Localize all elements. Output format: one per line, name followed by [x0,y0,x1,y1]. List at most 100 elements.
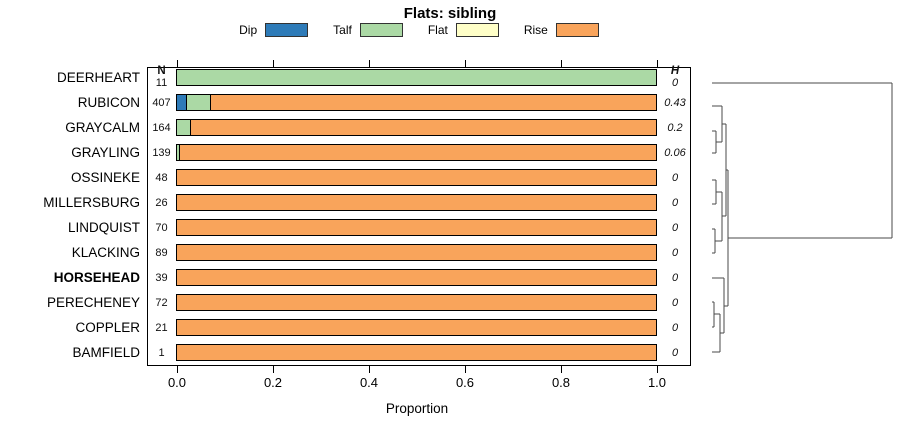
stacked-bar [176,344,657,361]
bar-segment-rise [177,220,656,235]
h-value: 0.06 [664,146,686,159]
h-value: 0.2 [667,121,683,134]
h-column-header: H [670,64,680,77]
bar-segment-rise [177,170,656,185]
bar-segment-talf [177,70,656,85]
legend-label: Flat [427,23,448,37]
h-value-text: 0 [671,76,679,89]
legend-item-dip: Dip [239,23,309,37]
stacked-bar [176,319,657,336]
h-value: 0 [671,196,679,209]
plot-panel-border [147,67,691,366]
row-label: GRAYCALM [65,119,140,135]
stacked-bar [176,194,657,211]
legend-item-rise: Rise [524,23,599,37]
row-label: LINDQUIST [67,219,140,235]
bar-segment-rise [177,295,656,310]
h-value: 0 [671,171,679,184]
n-value: 21 [155,321,168,334]
bar-segment-talf [177,145,181,160]
axis-tick-bottom [561,366,562,373]
legend-swatch [359,23,403,37]
n-value: 139 [152,146,171,159]
row-label: COPPLER [75,319,140,335]
stacked-bar [176,144,657,161]
n-value: 48 [155,171,168,184]
h-value: 0 [671,296,679,309]
bar-segment-rise [210,95,656,110]
stacked-bar [176,219,657,236]
n-value: 407 [152,96,171,109]
n-value: N 11 [147,65,176,89]
row-label: GRAYLING [71,144,140,160]
x-axis-title: Proportion [385,401,449,416]
bar-segment-rise [177,245,656,260]
legend-label: Dip [239,23,258,37]
axis-tick-bottom [465,366,466,373]
axis-tick-bottom [369,366,370,373]
bar-segment-rise [177,270,656,285]
bar-segment-rise [177,195,656,210]
axis-tick-label: 0.6 [455,375,475,390]
n-value: 89 [155,246,168,259]
n-value: 70 [155,221,168,234]
axis-tick-bottom [273,366,274,373]
chart-legend: Dip Talf Flat Rise [147,23,691,37]
row-label: RUBICON [77,94,140,110]
legend-item-talf: Talf [333,23,403,37]
axis-tick-label: 1.0 [647,375,667,390]
n-column-header: N [157,64,166,77]
h-value: 0 [671,346,679,359]
dendrogram [712,82,893,353]
legend-swatch [555,23,599,37]
axis-tick-top [657,60,658,67]
stacked-bar [176,244,657,261]
h-value: 0.43 [664,96,686,109]
bar-segment-rise [191,120,656,135]
chart-title: Flats: sibling [403,5,497,22]
stacked-bar [176,269,657,286]
bar-segment-talf [177,120,192,135]
axis-tick-top [177,60,178,67]
n-value: 26 [155,196,168,209]
row-label: DEERHEART [56,69,140,85]
bar-segment-rise [177,320,656,335]
h-value: 0 [671,271,679,284]
axis-tick-top [369,60,370,67]
axis-tick-top [561,60,562,67]
bar-segment-talf [186,95,211,110]
h-value: 0 [671,321,679,334]
stacked-bar [176,169,657,186]
row-label: PERECHENEY [46,294,140,310]
axis-tick-label: 0.4 [359,375,379,390]
axis-tick-label: 0.8 [551,375,571,390]
axis-tick-top [465,60,466,67]
axis-tick-bottom [657,366,658,373]
bar-segment-rise [180,145,656,160]
legend-swatch [265,23,309,37]
n-value-text: 11 [155,76,168,89]
row-label: HORSEHEAD [53,269,140,285]
bar-segment-dip [177,95,187,110]
n-value: 1 [158,346,165,359]
stacked-bar [176,69,657,86]
row-label: OSSINEKE [70,169,140,185]
axis-tick-label: 0.0 [167,375,187,390]
axis-tick-label: 0.2 [263,375,283,390]
axis-tick-top [273,60,274,67]
legend-swatch [455,23,499,37]
row-label: KLACKING [71,244,140,260]
axis-tick-bottom [177,366,178,373]
stacked-bar [176,294,657,311]
stacked-bar [176,94,657,111]
legend-item-flat: Flat [428,23,499,37]
bar-segment-rise [177,345,656,360]
legend-label: Rise [523,23,548,37]
n-value: 72 [155,296,168,309]
h-value: 0 [671,221,679,234]
stacked-bar [176,119,657,136]
row-label: BAMFIELD [72,344,140,360]
legend-label: Talf [333,23,352,37]
